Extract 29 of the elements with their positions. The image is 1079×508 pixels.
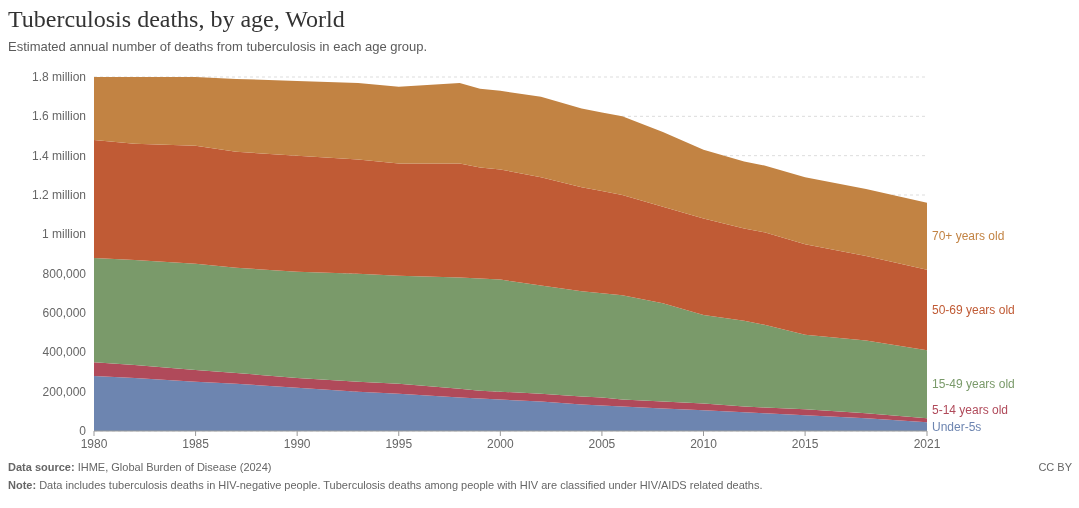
y-tick-label: 1.6 million: [31, 109, 86, 124]
y-tick-label: 800,000: [42, 266, 87, 281]
y-tick-label: 1 million: [41, 227, 86, 242]
x-tick-label: 1995: [385, 437, 413, 451]
series-label: 70+ years old: [932, 229, 1005, 244]
text: CC BY: [1038, 461, 1073, 473]
series-label: Under-5s: [932, 419, 982, 434]
x-tick-label: 1980: [80, 437, 108, 451]
text: Note: Data includes tuberculosis deaths in HIV-negative people. Tuberculosis deaths among people with HIV are classified under HIV/AIDS related deaths.: [8, 479, 763, 491]
y-tick-label: 200,000: [42, 384, 87, 399]
x-tick-label: 2005: [588, 437, 616, 451]
series-label: 5-14 years old: [932, 402, 1009, 417]
y-tick-label: 600,000: [42, 306, 87, 320]
y-tick-label: 1.2 million: [31, 188, 86, 202]
series-label: 50-69 years old: [932, 303, 1015, 318]
x-tick-label: 2015: [791, 437, 819, 451]
chart-title: Tuberculosis deaths, by age, World: [8, 6, 345, 32]
x-tick-label: 2021: [913, 437, 941, 451]
series-label: 15-49 years old: [932, 377, 1015, 392]
y-tick-label: 400,000: [42, 345, 87, 360]
y-tick-label: 0: [79, 424, 87, 438]
x-tick-label: 2000: [486, 437, 515, 451]
x-tick-label: 2010: [690, 437, 718, 451]
x-tick-label: 1990: [283, 437, 311, 451]
source-note: Data source: IHME, Global Burden of Disease (2024): [8, 461, 272, 473]
y-tick-label: 1.4 million: [31, 148, 86, 163]
x-tick-label: 1985: [182, 437, 210, 451]
y-tick-label: 1.8 million: [31, 70, 86, 84]
chart-subtitle: Estimated annual number of deaths from tuberculosis in each age group.: [8, 39, 428, 54]
